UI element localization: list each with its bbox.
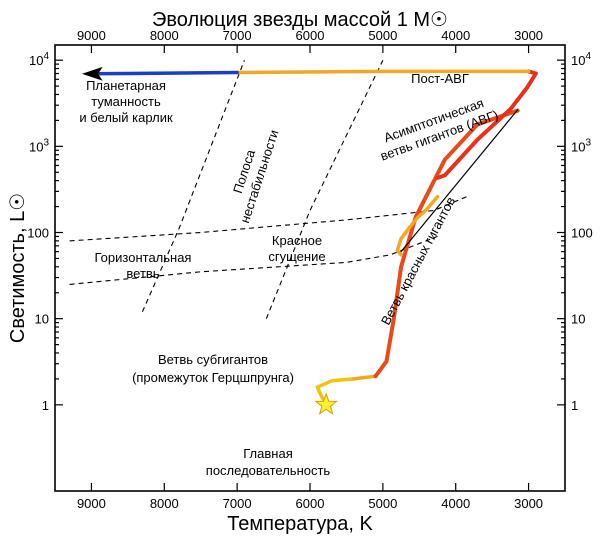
- y-tick-label-right: 10: [571, 312, 585, 327]
- y-tick-label-right: 103: [571, 137, 591, 154]
- plot-frame: [54, 44, 566, 492]
- label-hb-line1: Горизонтальная: [95, 250, 192, 265]
- label-red-clump-line1: Красное: [272, 233, 322, 248]
- track-segment: [351, 374, 378, 381]
- axis-ticks: 9000 9000 8000 8000 7000 7000 6000 6000 5000 5000…: [27, 28, 592, 511]
- x-tick-label-bottom: 4000: [441, 496, 470, 511]
- label-post-agb: Пост-АВГ: [411, 71, 469, 86]
- y-tick-label-left: 100: [27, 226, 49, 241]
- label-pn-line2: туманность: [91, 94, 161, 109]
- y-tick-label-left: 10: [35, 312, 49, 327]
- track-segment: [315, 377, 356, 407]
- label-hb-line2: ветвь: [126, 266, 159, 281]
- y-tick-label-right: 100: [571, 226, 593, 241]
- x-tick-label-top: 5000: [368, 28, 397, 43]
- track-segment: [89, 70, 239, 76]
- x-tick-label-bottom: 7000: [223, 496, 252, 511]
- instability-strip-line: [265, 59, 384, 319]
- x-tick-label-bottom: 3000: [514, 496, 543, 511]
- arrowhead-icon: [81, 66, 103, 81]
- label-subgiant-line1: Ветвь субгигантов: [158, 352, 268, 367]
- x-tick-label-top: 4000: [441, 28, 470, 43]
- label-pn-line3: и белый карлик: [79, 110, 173, 125]
- x-tick-label-top: 9000: [77, 28, 106, 43]
- instability-strip-line: [141, 60, 245, 313]
- y-axis-label: Светимость, L☉: [7, 193, 29, 343]
- x-tick-label-bottom: 6000: [296, 496, 325, 511]
- y-tick-label-left: 103: [29, 137, 49, 154]
- y-tick-label-left: 1: [42, 398, 49, 413]
- label-red-clump-line2: сгущение: [268, 249, 325, 264]
- track-segment: [435, 69, 538, 180]
- x-tick-label-top: 6000: [296, 28, 325, 43]
- connector-line: [400, 109, 519, 253]
- chart-title: Эволюция звезды массой 1 M☉: [152, 9, 448, 31]
- track-segment: [395, 194, 440, 257]
- label-subgiant-line2: (промежуток Герцшпрунга): [132, 370, 294, 385]
- label-pn-line1: Планетарная: [86, 78, 166, 93]
- track-segment: [235, 69, 531, 75]
- label-ms-line2: последовательность: [206, 463, 331, 478]
- y-tick-label-left: 104: [29, 51, 49, 68]
- y-tick-label-right: 1: [571, 398, 578, 413]
- label-ms-line1: Главная: [243, 446, 292, 461]
- horizontal-branch-line: [69, 196, 467, 242]
- x-tick-label-bottom: 5000: [368, 496, 397, 511]
- x-tick-label-top: 8000: [150, 28, 179, 43]
- evolution-track: [81, 66, 538, 415]
- sun-star-icon: [314, 392, 338, 415]
- x-tick-label-top: 3000: [514, 28, 543, 43]
- guide-lines: [69, 59, 467, 319]
- x-tick-label-bottom: 9000: [77, 496, 106, 511]
- x-tick-label-top: 7000: [223, 28, 252, 43]
- y-tick-label-right: 104: [571, 51, 591, 68]
- x-tick-label-bottom: 8000: [150, 496, 179, 511]
- x-axis-label: Температура, K: [227, 513, 373, 535]
